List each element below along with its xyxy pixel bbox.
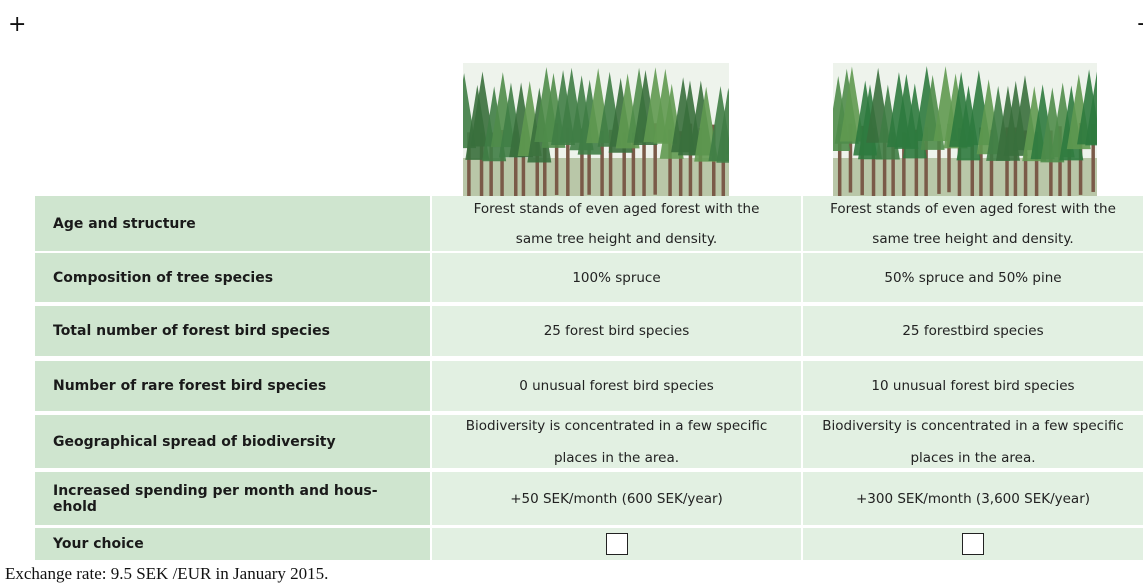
cell-text: 100% spruce <box>572 270 660 286</box>
table-row: Composition of tree species 100% spruce 50… <box>35 253 1143 302</box>
value-cell: +50 SEK/month (600 SEK/year) <box>432 472 801 525</box>
row-label-cell: Increased spending per month and hous-eh… <box>35 472 430 525</box>
page: + + Age and structure Forest stands of ev… <box>0 0 1143 585</box>
crosshair: + <box>1136 12 1143 37</box>
cell-text: 10 unusual forest bird species <box>871 378 1074 394</box>
row-label: Age and structure <box>35 216 196 232</box>
crosshair: + <box>8 12 26 37</box>
choice-checkbox[interactable] <box>606 533 628 555</box>
row-label-cell: Age and structure <box>35 196 430 251</box>
table-row: Geographical spread of biodiversity Biodi… <box>35 415 1143 468</box>
row-label-cell: Total number of forest bird species <box>35 306 430 356</box>
cell-text: +300 SEK/month (3,600 SEK/year) <box>856 491 1090 507</box>
row-label-cell: Number of rare forest bird species <box>35 361 430 411</box>
value-cell: +300 SEK/month (3,600 SEK/year) <box>803 472 1143 525</box>
row-label-cell: Your choice <box>35 528 430 560</box>
cell-text: 25 forestbird species <box>902 323 1043 339</box>
value-cell: 25 forestbird species <box>803 306 1143 356</box>
row-label-cell: Geographical spread of biodiversity <box>35 415 430 468</box>
value-cell <box>432 528 801 560</box>
table-row: Number of rare forest bird species 0 unus… <box>35 361 1143 411</box>
row-label: Your choice <box>35 536 144 552</box>
row-label-cell: Composition of tree species <box>35 253 430 302</box>
table-row: Your choice <box>35 528 1143 560</box>
table-row: Age and structure Forest stands of even a… <box>35 196 1143 251</box>
cell-text: Forest stands of even aged forest with t… <box>823 194 1123 254</box>
cell-text: 50% spruce and 50% pine <box>884 270 1061 286</box>
cell-text: 0 unusual forest bird species <box>519 378 714 394</box>
value-cell: 100% spruce <box>432 253 801 302</box>
row-label: Composition of tree species <box>35 270 273 286</box>
value-cell: Forest stands of even aged forest with t… <box>803 196 1143 251</box>
value-cell: 0 unusual forest bird species <box>432 361 801 411</box>
table-row: Increased spending per month and hous-eh… <box>35 472 1143 525</box>
row-label: Number of rare forest bird species <box>35 378 326 394</box>
value-cell <box>803 528 1143 560</box>
table-row: Total number of forest bird species 25 fo… <box>35 306 1143 356</box>
value-cell: 50% spruce and 50% pine <box>803 253 1143 302</box>
cell-text: Forest stands of even aged forest with t… <box>467 194 767 254</box>
cell-text: Biodiversity is concentrated in a few sp… <box>444 410 789 474</box>
forest-image <box>833 63 1097 197</box>
choice-checkbox[interactable] <box>962 533 984 555</box>
value-cell: 10 unusual forest bird species <box>803 361 1143 411</box>
value-cell: Forest stands of even aged forest with t… <box>432 196 801 251</box>
value-cell: 25 forest bird species <box>432 306 801 356</box>
cell-text: Biodiversity is concentrated in a few sp… <box>803 410 1143 474</box>
row-label: Increased spending per month and hous-eh… <box>35 483 383 515</box>
footnote: Exchange rate: 9.5 SEK /EUR in January 2… <box>5 564 328 584</box>
row-label: Total number of forest bird species <box>35 323 330 339</box>
cell-text: 25 forest bird species <box>544 323 690 339</box>
value-cell: Biodiversity is concentrated in a few sp… <box>432 415 801 468</box>
cell-text: +50 SEK/month (600 SEK/year) <box>510 491 723 507</box>
forest-image <box>463 63 729 197</box>
row-label: Geographical spread of biodiversity <box>35 434 336 450</box>
value-cell: Biodiversity is concentrated in a few sp… <box>803 415 1143 468</box>
